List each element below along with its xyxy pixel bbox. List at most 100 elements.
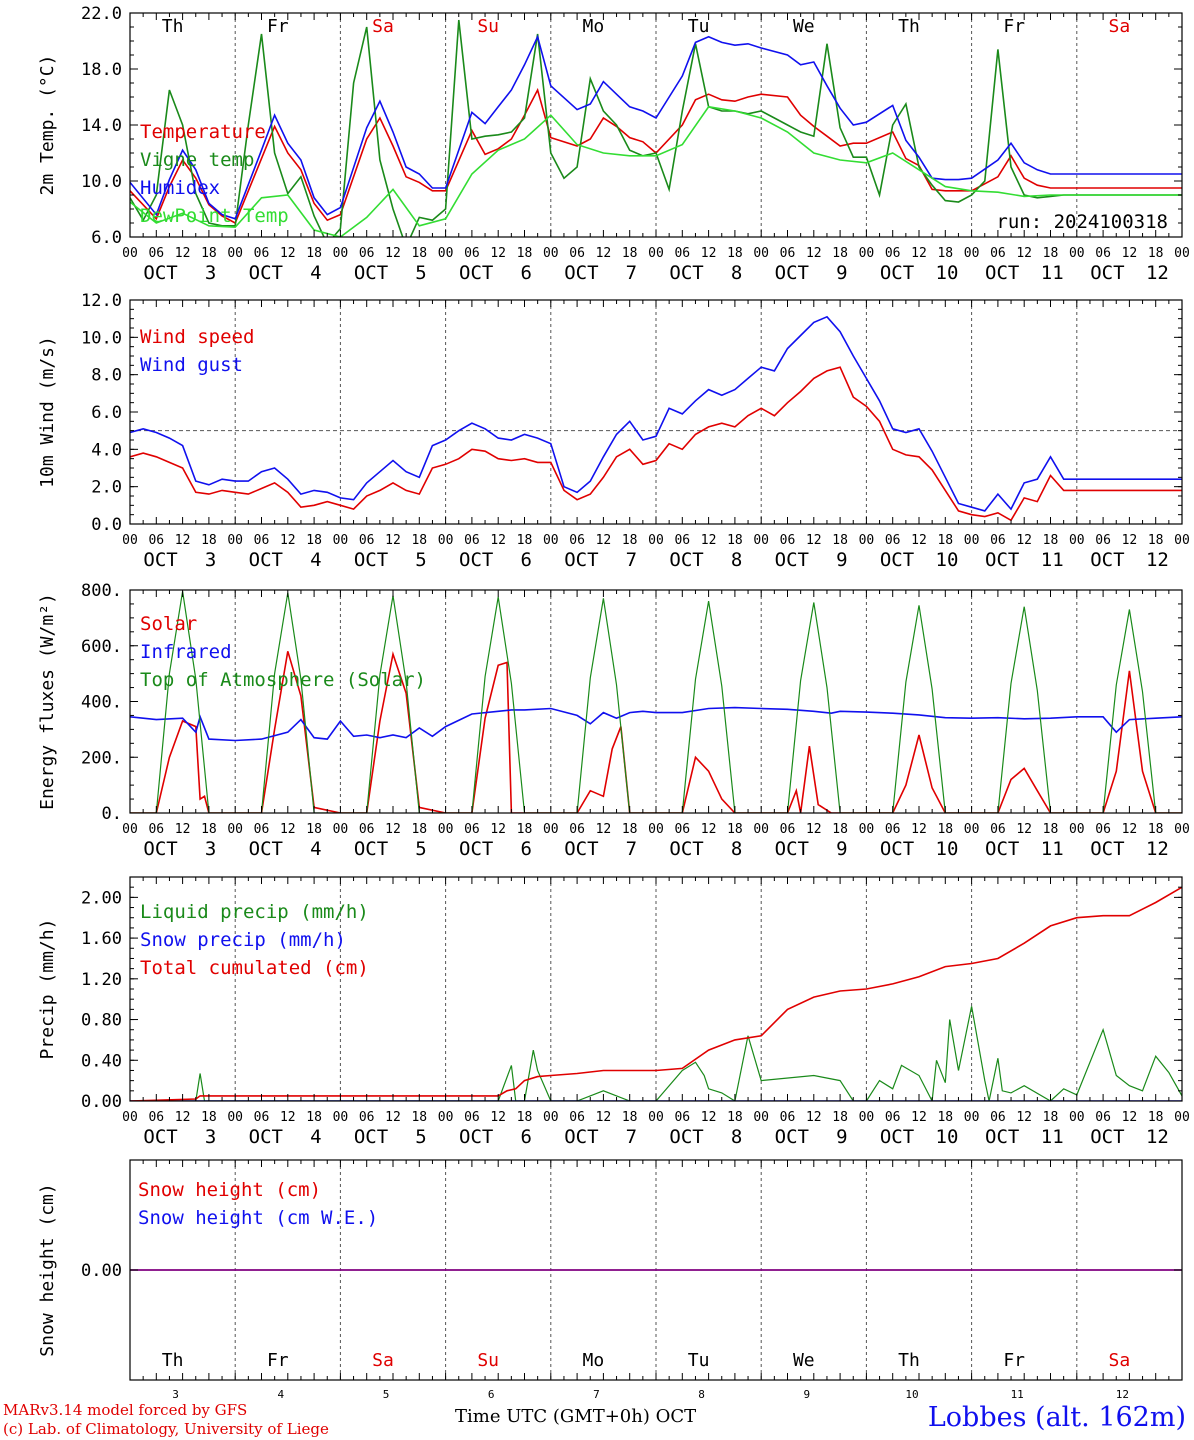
hour-label: 18 (1148, 1110, 1164, 1125)
hour-label: 18 (306, 1110, 322, 1125)
hour-label: 00 (333, 246, 349, 261)
weekday-label: Sa (1109, 1350, 1131, 1371)
hour-label: 00 (1174, 1110, 1190, 1125)
legend-humidex: Humidex (140, 177, 220, 199)
y-tick-label: 600. (81, 637, 122, 657)
hour-label: 00 (648, 1110, 664, 1125)
y-tick-label: 0.00 (81, 1092, 122, 1112)
hour-label: 18 (411, 1110, 427, 1125)
hour-label: 18 (306, 533, 322, 548)
date-month-label: OCT (249, 1126, 283, 1148)
date-month-label: OCT (564, 838, 598, 860)
hour-label: 06 (148, 246, 164, 261)
date-month-label: OCT (143, 549, 177, 571)
hour-label: 06 (569, 1110, 585, 1125)
hour-label: 18 (411, 246, 427, 261)
hour-label: 18 (1148, 533, 1164, 548)
date-day-label: 7 (626, 1126, 637, 1148)
hour-label: 12 (806, 533, 822, 548)
hour-label: 12 (911, 533, 927, 548)
y-tick-label: 12.0 (81, 291, 122, 311)
hour-label: 00 (964, 246, 980, 261)
hour-label: 12 (596, 246, 612, 261)
y-tick-label: 6.0 (91, 228, 122, 248)
hour-label: 18 (517, 1110, 533, 1125)
date-month-label: OCT (143, 838, 177, 860)
hour-label: 00 (543, 822, 559, 837)
station-label: Lobbes (alt. 162m) (927, 1402, 1186, 1433)
hour-label: 18 (201, 246, 217, 261)
hour-label: 12 (596, 1110, 612, 1125)
bottom-day-number: 7 (593, 1388, 600, 1401)
hour-label: 12 (596, 822, 612, 837)
y-axis-title: Precip (mm/h) (37, 919, 58, 1060)
series-vigne-temp (130, 19, 1182, 237)
hour-label: 06 (254, 1110, 270, 1125)
y-tick-label: 200. (81, 748, 122, 768)
hour-label: 12 (280, 822, 296, 837)
y-tick-label: 0.00 (81, 1261, 122, 1281)
bottom-day-number: 10 (905, 1388, 918, 1401)
hour-label: 18 (201, 533, 217, 548)
date-day-label: 4 (310, 838, 321, 860)
panel-2: 0.0 2.0 4.0 6.0 8.0 10.0 12.0 10m Wind (m/s) Win… (37, 291, 1190, 571)
hour-label: 12 (490, 533, 506, 548)
date-day-label: 8 (731, 549, 742, 571)
date-month-label: OCT (459, 549, 493, 571)
weekday-label: Th (162, 1350, 184, 1371)
date-month-label: OCT (564, 1126, 598, 1148)
date-day-label: 8 (731, 262, 742, 284)
legend-solar: Solar (140, 613, 197, 635)
hour-label: 06 (569, 822, 585, 837)
hour-label: 06 (569, 533, 585, 548)
bottom-day-number: 11 (1011, 1388, 1024, 1401)
legend-wind-gust: Wind gust (140, 354, 243, 376)
hour-label: 06 (464, 822, 480, 837)
date-month-label: OCT (880, 838, 914, 860)
hour-label: 18 (1148, 246, 1164, 261)
date-day-label: 6 (520, 262, 531, 284)
hour-label: 12 (806, 246, 822, 261)
hour-label: 18 (727, 246, 743, 261)
weekday-label: Sa (1109, 16, 1131, 37)
hour-label: 00 (753, 822, 769, 837)
panel-3: 0. 200. 400. 600. 800. Energy fluxes (W/m²) So… (37, 581, 1190, 860)
hour-label: 00 (438, 246, 454, 261)
hour-label: 12 (911, 1110, 927, 1125)
y-tick-label: 2.00 (81, 888, 122, 908)
hour-label: 06 (254, 246, 270, 261)
date-month-label: OCT (775, 549, 809, 571)
hour-label: 12 (1016, 822, 1032, 837)
date-day-label: 5 (415, 838, 426, 860)
hour-label: 00 (648, 533, 664, 548)
hour-label: 12 (175, 533, 191, 548)
weekday-label: Th (898, 16, 920, 37)
y-tick-label: 22.0 (81, 4, 122, 24)
y-tick-label: 0.0 (91, 515, 122, 535)
date-day-label: 3 (205, 1126, 216, 1148)
hour-label: 06 (990, 1110, 1006, 1125)
date-month-label: OCT (459, 1126, 493, 1148)
hour-label: 12 (385, 822, 401, 837)
bottom-day-number: 4 (277, 1388, 284, 1401)
hour-label: 00 (1069, 1110, 1085, 1125)
hour-label: 12 (701, 1110, 717, 1125)
hour-label: 06 (674, 246, 690, 261)
hour-label: 18 (306, 246, 322, 261)
hour-label: 00 (753, 246, 769, 261)
weekday-label: Mo (583, 1350, 605, 1371)
date-month-label: OCT (354, 1126, 388, 1148)
weekday-label: Sa (372, 16, 394, 37)
hour-label: 06 (359, 533, 375, 548)
weekday-label: Su (477, 1350, 499, 1371)
hour-label: 06 (1095, 533, 1111, 548)
y-tick-label: 400. (81, 693, 122, 713)
hour-label: 12 (911, 822, 927, 837)
hour-label: 00 (438, 822, 454, 837)
weekday-label: We (793, 16, 815, 37)
date-day-label: 12 (1146, 838, 1169, 860)
date-month-label: OCT (775, 262, 809, 284)
hour-label: 18 (727, 1110, 743, 1125)
y-tick-label: 10.0 (81, 172, 122, 192)
